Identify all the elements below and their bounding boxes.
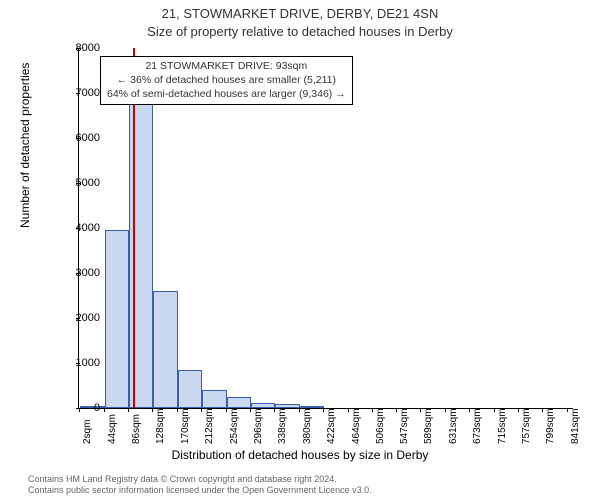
y-tick-label: 3000 (60, 267, 100, 279)
x-tick-label: 86sqm (131, 414, 142, 444)
x-tick-mark (79, 408, 80, 412)
x-tick-label: 673sqm (472, 408, 483, 444)
x-tick-mark (372, 408, 373, 412)
x-tick-mark (274, 408, 275, 412)
annotation-line3: 64% of semi-detached houses are larger (… (107, 87, 346, 101)
histogram-bar (202, 390, 226, 408)
x-tick-label: 464sqm (351, 408, 362, 444)
y-tick-mark (76, 228, 80, 229)
x-tick-label: 799sqm (545, 408, 556, 444)
x-tick-mark (348, 408, 349, 412)
y-tick-label: 4000 (60, 222, 100, 234)
y-tick-mark (76, 363, 80, 364)
histogram-bar (251, 403, 275, 408)
x-tick-label: 715sqm (497, 408, 508, 444)
x-tick-mark (226, 408, 227, 412)
x-tick-mark (420, 408, 421, 412)
annotation-line2: ← 36% of detached houses are smaller (5,… (107, 73, 346, 87)
x-tick-mark (299, 408, 300, 412)
x-tick-label: 547sqm (399, 408, 410, 444)
x-tick-mark (201, 408, 202, 412)
y-tick-mark (76, 318, 80, 319)
histogram-bar (227, 397, 251, 408)
histogram-bar (153, 291, 177, 408)
x-tick-label: 254sqm (229, 408, 240, 444)
chart-title-line1: 21, STOWMARKET DRIVE, DERBY, DE21 4SN (0, 6, 600, 21)
x-tick-mark (323, 408, 324, 412)
y-tick-label: 6000 (60, 132, 100, 144)
footer-line2: Contains public sector information licen… (28, 485, 372, 496)
footer-line1: Contains HM Land Registry data © Crown c… (28, 474, 372, 485)
x-tick-label: 422sqm (326, 408, 337, 444)
x-tick-label: 44sqm (107, 414, 118, 444)
y-tick-label: 2000 (60, 312, 100, 324)
x-tick-mark (104, 408, 105, 412)
x-tick-mark (518, 408, 519, 412)
x-tick-label: 2sqm (82, 420, 93, 444)
x-tick-mark (177, 408, 178, 412)
x-tick-label: 296sqm (253, 408, 264, 444)
x-tick-label: 757sqm (521, 408, 532, 444)
footer-attribution: Contains HM Land Registry data © Crown c… (28, 474, 372, 497)
histogram-bar (178, 370, 202, 408)
chart-container: 21, STOWMARKET DRIVE, DERBY, DE21 4SN Si… (0, 0, 600, 500)
y-tick-mark (76, 93, 80, 94)
x-tick-mark (494, 408, 495, 412)
x-axis-label: Distribution of detached houses by size … (0, 448, 600, 462)
y-tick-label: 8000 (60, 42, 100, 54)
histogram-bar (105, 230, 129, 408)
y-tick-mark (76, 138, 80, 139)
x-tick-label: 380sqm (302, 408, 313, 444)
x-tick-mark (567, 408, 568, 412)
x-tick-mark (128, 408, 129, 412)
x-tick-label: 212sqm (204, 408, 215, 444)
x-tick-mark (152, 408, 153, 412)
annotation-box: 21 STOWMARKET DRIVE: 93sqm ← 36% of deta… (100, 56, 353, 105)
x-tick-mark (542, 408, 543, 412)
y-tick-mark (76, 273, 80, 274)
x-tick-label: 338sqm (277, 408, 288, 444)
y-tick-label: 1000 (60, 357, 100, 369)
x-tick-label: 128sqm (155, 408, 166, 444)
y-axis-label: Number of detached properties (18, 63, 32, 228)
chart-title-line2: Size of property relative to detached ho… (0, 24, 600, 39)
x-tick-label: 506sqm (375, 408, 386, 444)
x-tick-mark (250, 408, 251, 412)
y-tick-label: 5000 (60, 177, 100, 189)
x-tick-mark (396, 408, 397, 412)
y-tick-label: 7000 (60, 87, 100, 99)
y-tick-mark (76, 48, 80, 49)
x-tick-label: 170sqm (180, 408, 191, 444)
annotation-line1: 21 STOWMARKET DRIVE: 93sqm (107, 59, 346, 73)
x-tick-mark (445, 408, 446, 412)
x-tick-mark (469, 408, 470, 412)
x-tick-label: 631sqm (448, 408, 459, 444)
x-tick-label: 589sqm (423, 408, 434, 444)
y-tick-mark (76, 183, 80, 184)
x-tick-label: 841sqm (570, 408, 581, 444)
